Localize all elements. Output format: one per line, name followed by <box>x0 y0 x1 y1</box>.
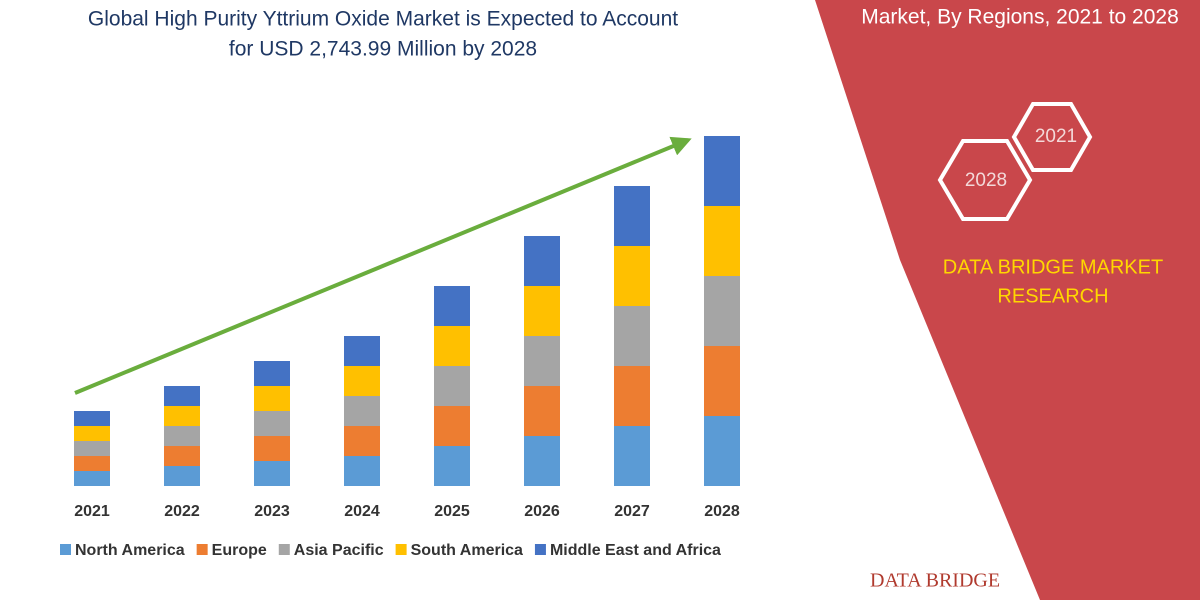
plot: 2021 2022 2023 2024 2025 2026 2027 2028 North Am… <box>60 136 740 559</box>
bar-segment <box>704 276 740 346</box>
chart-title: for USD 2,743.99 Million by 2028 <box>229 38 537 61</box>
panel-heading: Market, By Regions, 2021 to 2028 <box>861 6 1179 29</box>
hexagon-label: 2021 <box>1035 126 1077 147</box>
brand-text: DATA BRIDGE MARKET <box>943 256 1163 278</box>
bar-segment <box>524 436 560 486</box>
x-tick-label: 2024 <box>344 503 380 520</box>
bar-segment <box>254 461 290 486</box>
bar-segment <box>434 286 470 326</box>
legend-label: Middle East and Africa <box>550 542 721 559</box>
bar-segment <box>704 206 740 276</box>
bar-segment <box>254 436 290 461</box>
bar-segment <box>74 471 110 486</box>
hexagon <box>1011 102 1093 172</box>
x-tick-label: 2026 <box>524 503 560 520</box>
legend-swatch <box>60 544 71 555</box>
bar-segment <box>74 411 110 426</box>
bar-segment <box>344 396 380 426</box>
bar-segment <box>704 136 740 206</box>
legend-label: South America <box>411 542 523 559</box>
bar-segment <box>164 406 200 426</box>
bar-segment <box>344 426 380 456</box>
chart-title: Global High Purity Yttrium Oxide Market … <box>88 8 678 31</box>
bar-segment <box>614 366 650 426</box>
bar-segment <box>614 426 650 486</box>
legend-swatch <box>278 544 290 555</box>
legend-swatch <box>395 544 407 555</box>
side-panel <box>815 0 1200 600</box>
legend-label: Europe <box>212 542 267 559</box>
bar-segment <box>614 186 650 246</box>
legend-swatch <box>196 544 208 555</box>
legend-swatch <box>534 544 546 555</box>
bar-segment <box>434 406 470 446</box>
bar-segment <box>164 386 200 406</box>
bar-segment <box>524 336 560 386</box>
brand-text: RESEARCH <box>997 285 1108 307</box>
x-tick-label: 2025 <box>434 503 470 520</box>
hexagon-label: 2028 <box>965 170 1007 191</box>
hexagon <box>937 139 1033 221</box>
logo-text: DATA BRIDGE <box>870 570 1000 592</box>
x-tick-label: 2028 <box>704 503 740 520</box>
bar-segment <box>344 336 380 366</box>
bar-segment <box>344 456 380 486</box>
bar-segment <box>704 416 740 486</box>
bar-segment <box>524 236 560 286</box>
bar-segment <box>254 361 290 386</box>
bar-segment <box>164 426 200 446</box>
x-tick-label: 2022 <box>164 503 200 520</box>
x-tick-label: 2021 <box>74 503 110 520</box>
bar-segment <box>164 466 200 486</box>
bar-segment <box>434 366 470 406</box>
bar-segment <box>614 246 650 306</box>
bar-segment <box>74 456 110 471</box>
bar-segment <box>74 441 110 456</box>
x-tick-label: 2023 <box>254 503 290 520</box>
bar-segment <box>614 306 650 366</box>
bar-segment <box>434 446 470 486</box>
bar-segment <box>164 446 200 466</box>
bar-segment <box>434 326 470 366</box>
bar-segment <box>254 386 290 411</box>
legend-label: North America <box>75 542 185 559</box>
legend-label: Asia Pacific <box>294 542 384 559</box>
trend-arrow <box>74 136 692 395</box>
bar-segment <box>74 426 110 441</box>
bar-segment <box>344 366 380 396</box>
bar-segment <box>524 286 560 336</box>
x-tick-label: 2027 <box>614 503 650 520</box>
bar-segment <box>524 386 560 436</box>
bar-segment <box>704 346 740 416</box>
bar-segment <box>254 411 290 436</box>
